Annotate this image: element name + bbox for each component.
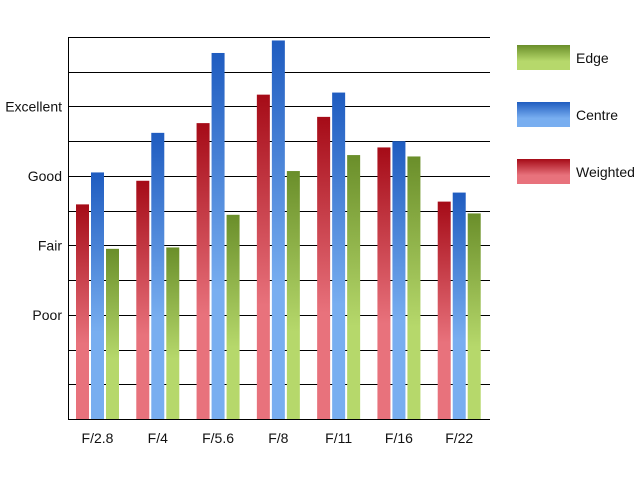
bar-edge-f4 — [166, 247, 180, 419]
bar-edge-f56 — [226, 214, 240, 419]
legend: Edge Centre Weighted — [517, 45, 635, 184]
bar-centre-f4 — [151, 132, 165, 419]
bar-weighted-f56 — [196, 123, 210, 420]
legend-label-edge: Edge — [576, 50, 609, 66]
bar-centre-f22 — [452, 192, 466, 419]
bar-weighted-f22 — [437, 201, 451, 419]
x-tick-label: F/5.6 — [202, 430, 234, 446]
bar-weighted-f11 — [317, 116, 331, 419]
legend-label-weighted: Weighted — [576, 164, 635, 180]
x-tick-label: F/11 — [325, 430, 352, 446]
x-tick-label: F/8 — [268, 430, 288, 446]
bar-centre-f56 — [211, 52, 225, 419]
x-tick-label: F/2.8 — [82, 430, 114, 446]
bar-weighted-f16 — [377, 147, 391, 419]
bar-edge-f8 — [286, 171, 300, 419]
axes — [68, 37, 490, 420]
x-tick-label: F/22 — [445, 430, 473, 446]
bar-edge-f28 — [106, 248, 119, 419]
bar-weighted-f8 — [256, 94, 270, 419]
bar-edge-f22 — [467, 213, 481, 419]
y-tick-labels: Poor Fair Good Excellent — [5, 98, 62, 322]
y-tick-label: Poor — [32, 307, 62, 323]
legend-swatch-weighted — [517, 159, 570, 184]
legend-label-centre: Centre — [576, 107, 618, 123]
x-tick-label: F/16 — [385, 430, 413, 446]
bar-centre-f28 — [91, 172, 104, 419]
legend-swatch-centre — [517, 102, 570, 127]
x-tick-labels: F/2.8 F/4 F/5.6 F/8 F/11 F/16 F/22 — [82, 430, 474, 446]
y-tick-label: Fair — [38, 237, 62, 253]
bar-edge-f11 — [347, 155, 361, 419]
bar-centre-f8 — [271, 40, 285, 420]
legend-swatch-edge — [517, 45, 570, 70]
bar-centre-f16 — [392, 141, 406, 419]
x-tick-label: F/4 — [148, 430, 168, 446]
bar-edge-f16 — [407, 156, 421, 419]
bars — [76, 40, 481, 420]
y-tick-label: Good — [28, 168, 62, 184]
bar-centre-f11 — [332, 92, 346, 420]
y-tick-label: Excellent — [5, 98, 62, 114]
bar-weighted-f28 — [76, 204, 89, 419]
bar-weighted-f4 — [136, 180, 150, 419]
